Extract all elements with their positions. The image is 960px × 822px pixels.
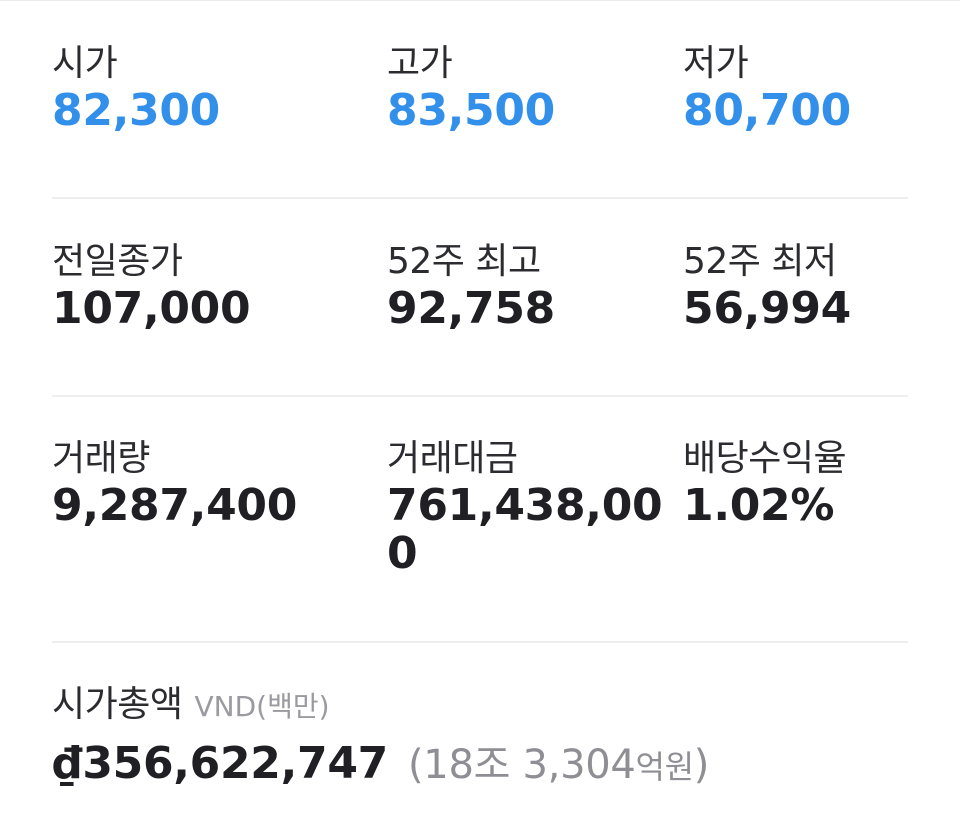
market-cap-krw-unit: 억원 [635,748,695,786]
market-cap-unit: VND(백만) [194,690,330,723]
market-cap-values: ₫356,622,747 (18조 3,304억원) [52,732,908,790]
top-divider [0,0,960,1]
market-cap-krw: (18조 3,304억원) [408,732,709,790]
market-cap-krw-amount: (18조 3,304 [407,742,636,788]
market-cap-krw-close: ) [693,742,710,788]
high-price-label: 고가 [387,43,453,84]
open-price-label: 시가 [52,43,118,84]
volume-value: 9,287,400 [52,480,298,531]
prev-close-cell: 전일종가 107,000 [52,239,387,395]
trade-value-cell: 거래대금 761,438,000 [387,436,683,641]
trade-value-value: 761,438,000 [387,480,663,579]
week52-high-label: 52주 최고 [387,241,541,282]
dividend-yield-value: 1.02% [683,480,835,531]
open-price-cell: 시가 82,300 [52,41,387,197]
low-price-value: 80,700 [683,85,851,136]
market-cap-section: 시가총액 VND(백만) ₫356,622,747 (18조 3,304억원) [52,643,908,790]
volume-row: 거래량 9,287,400 거래대금 761,438,000 배당수익율 1.0… [52,397,908,643]
high-price-cell: 고가 83,500 [387,41,683,197]
week52-high-cell: 52주 최고 92,758 [387,239,683,395]
market-cap-label: 시가총액 [52,684,183,725]
volume-cell: 거래량 9,287,400 [52,436,387,641]
high-price-value: 83,500 [387,85,555,136]
low-price-label: 저가 [683,43,749,84]
price-row: 시가 82,300 고가 83,500 저가 80,700 [52,1,908,199]
week52-low-value: 56,994 [683,283,851,334]
low-price-cell: 저가 80,700 [683,41,908,197]
market-cap-value: ₫356,622,747 [52,738,388,789]
market-cap-header: 시가총액 VND(백만) [52,682,908,728]
week52-low-cell: 52주 최저 56,994 [683,239,908,395]
week52-high-value: 92,758 [387,283,555,334]
prev-close-value: 107,000 [52,283,251,334]
dividend-yield-cell: 배당수익율 1.02% [683,436,908,641]
open-price-value: 82,300 [52,85,220,136]
trade-value-label: 거래대금 [387,438,518,479]
dividend-yield-label: 배당수익율 [683,438,847,479]
volume-label: 거래량 [52,438,150,479]
range-row: 전일종가 107,000 52주 최고 92,758 52주 최저 56,994 [52,199,908,397]
week52-low-label: 52주 최저 [683,241,837,282]
prev-close-label: 전일종가 [52,241,183,282]
